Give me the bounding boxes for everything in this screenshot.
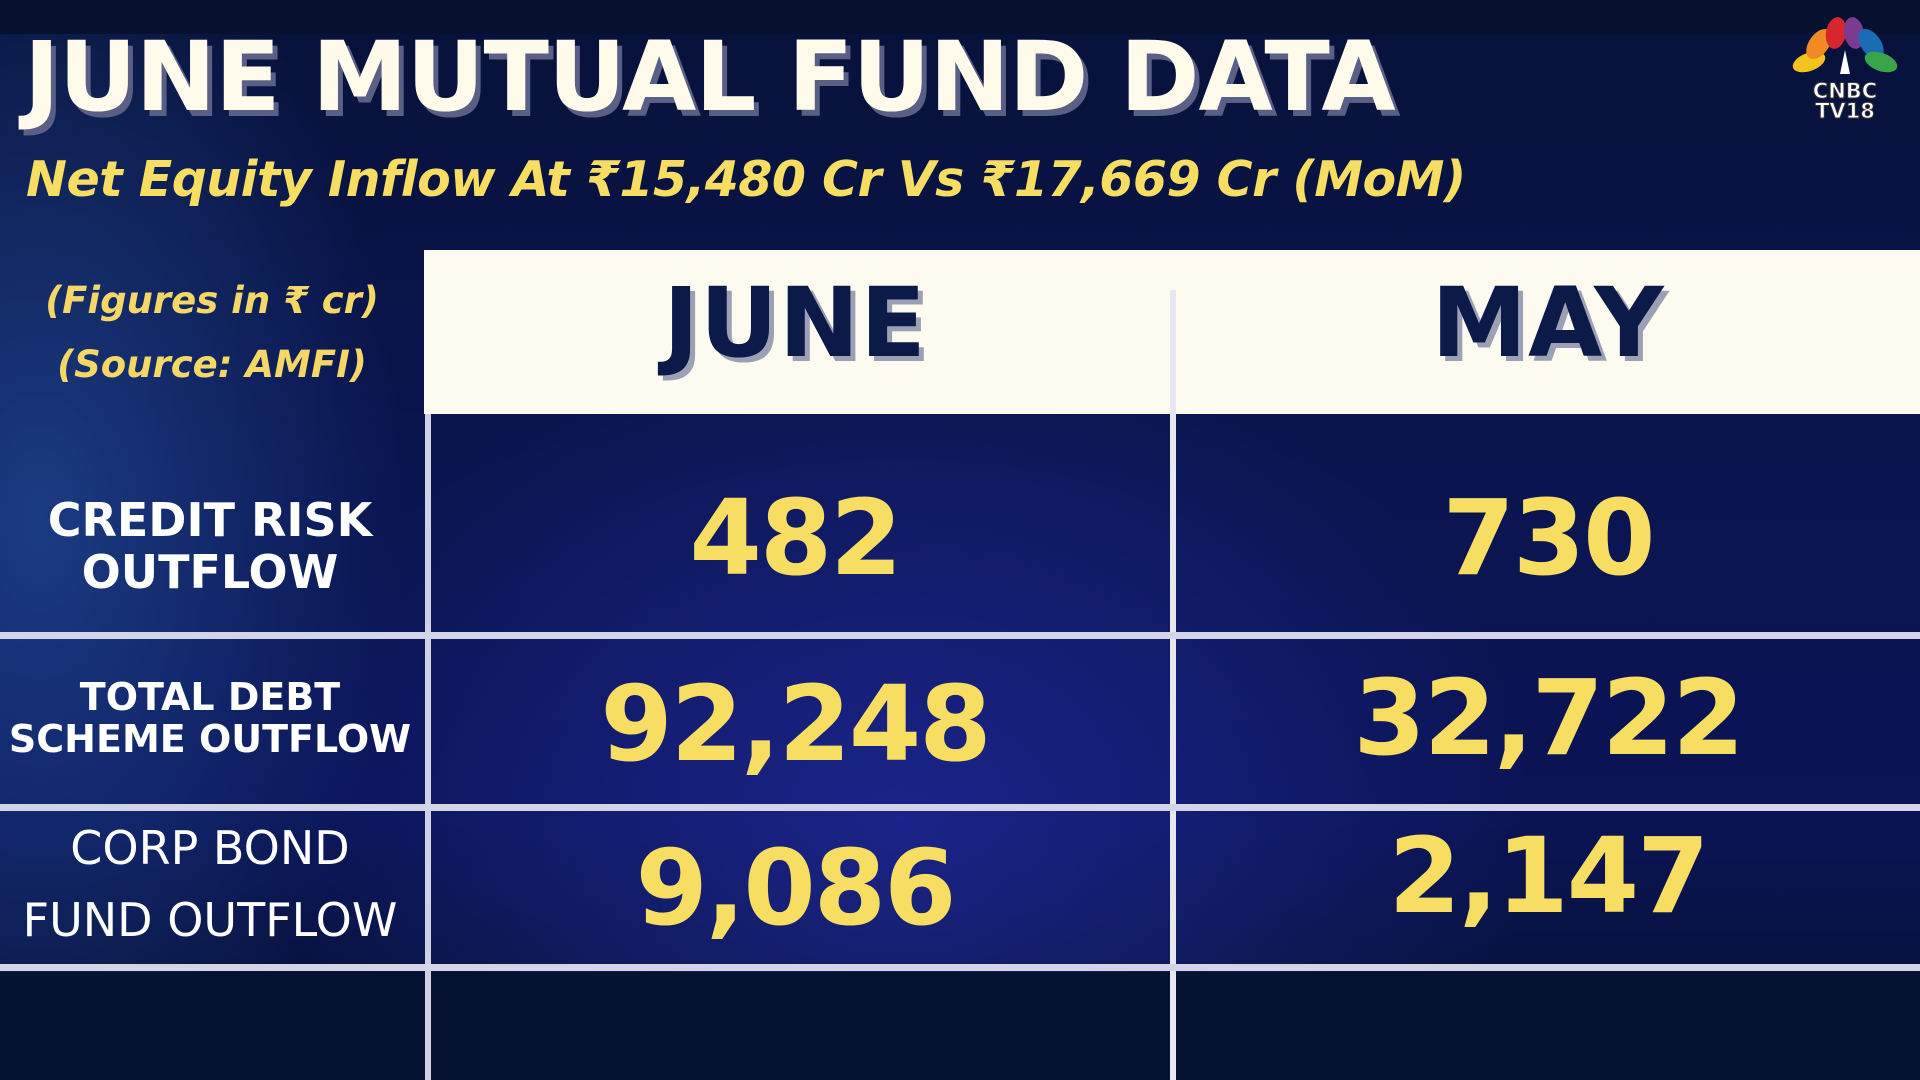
page-title: JUNE MUTUAL FUND DATA <box>24 21 1396 133</box>
logo-text-cnbc: CNBC <box>1812 79 1878 103</box>
logo-text-tv18: TV18 <box>1815 99 1876 123</box>
units-note: (Figures in ₹ cr) <box>45 279 379 322</box>
grid-line-row3 <box>0 964 1920 971</box>
grid-line-middle <box>1170 290 1176 1080</box>
grid-line-row1 <box>0 632 1920 639</box>
bottom-empty-row <box>0 972 1920 1080</box>
channel-logo: CNBC TV18 <box>1784 14 1906 126</box>
column-header-may: MAY <box>1431 267 1665 379</box>
value-total-debt-may: 32,722 <box>1353 657 1744 779</box>
row-label-line: CORP BOND <box>70 821 350 875</box>
column-header-june: JUNE <box>663 267 927 379</box>
grid-line-left <box>425 414 431 1080</box>
value-credit-risk-may: 730 <box>1442 477 1655 599</box>
row-label-line: FUND OUTFLOW <box>22 893 398 947</box>
row-label-line: TOTAL DEBT <box>79 675 341 719</box>
row-label-line: SCHEME OUTFLOW <box>8 717 412 761</box>
value-corp-bond-june: 9,086 <box>635 827 957 949</box>
top-bar <box>0 0 1920 34</box>
value-total-debt-june: 92,248 <box>600 663 991 785</box>
page-subtitle: Net Equity Inflow At ₹15,480 Cr Vs ₹17,6… <box>26 151 1466 208</box>
row-label-credit-risk: CREDIT RISK OUTFLOW <box>0 494 420 598</box>
grid-line-row2 <box>0 804 1920 811</box>
row-label-line: CREDIT RISK <box>47 493 373 547</box>
row-label-line: OUTFLOW <box>81 545 339 599</box>
peacock-logo-icon <box>1792 17 1898 74</box>
row-label-corp-bond: CORP BOND FUND OUTFLOW <box>0 812 420 956</box>
source-note: (Source: AMFI) <box>57 343 367 386</box>
value-corp-bond-may: 2,147 <box>1388 815 1710 937</box>
value-credit-risk-june: 482 <box>689 477 902 599</box>
row-label-total-debt: TOTAL DEBT SCHEME OUTFLOW <box>0 676 420 760</box>
